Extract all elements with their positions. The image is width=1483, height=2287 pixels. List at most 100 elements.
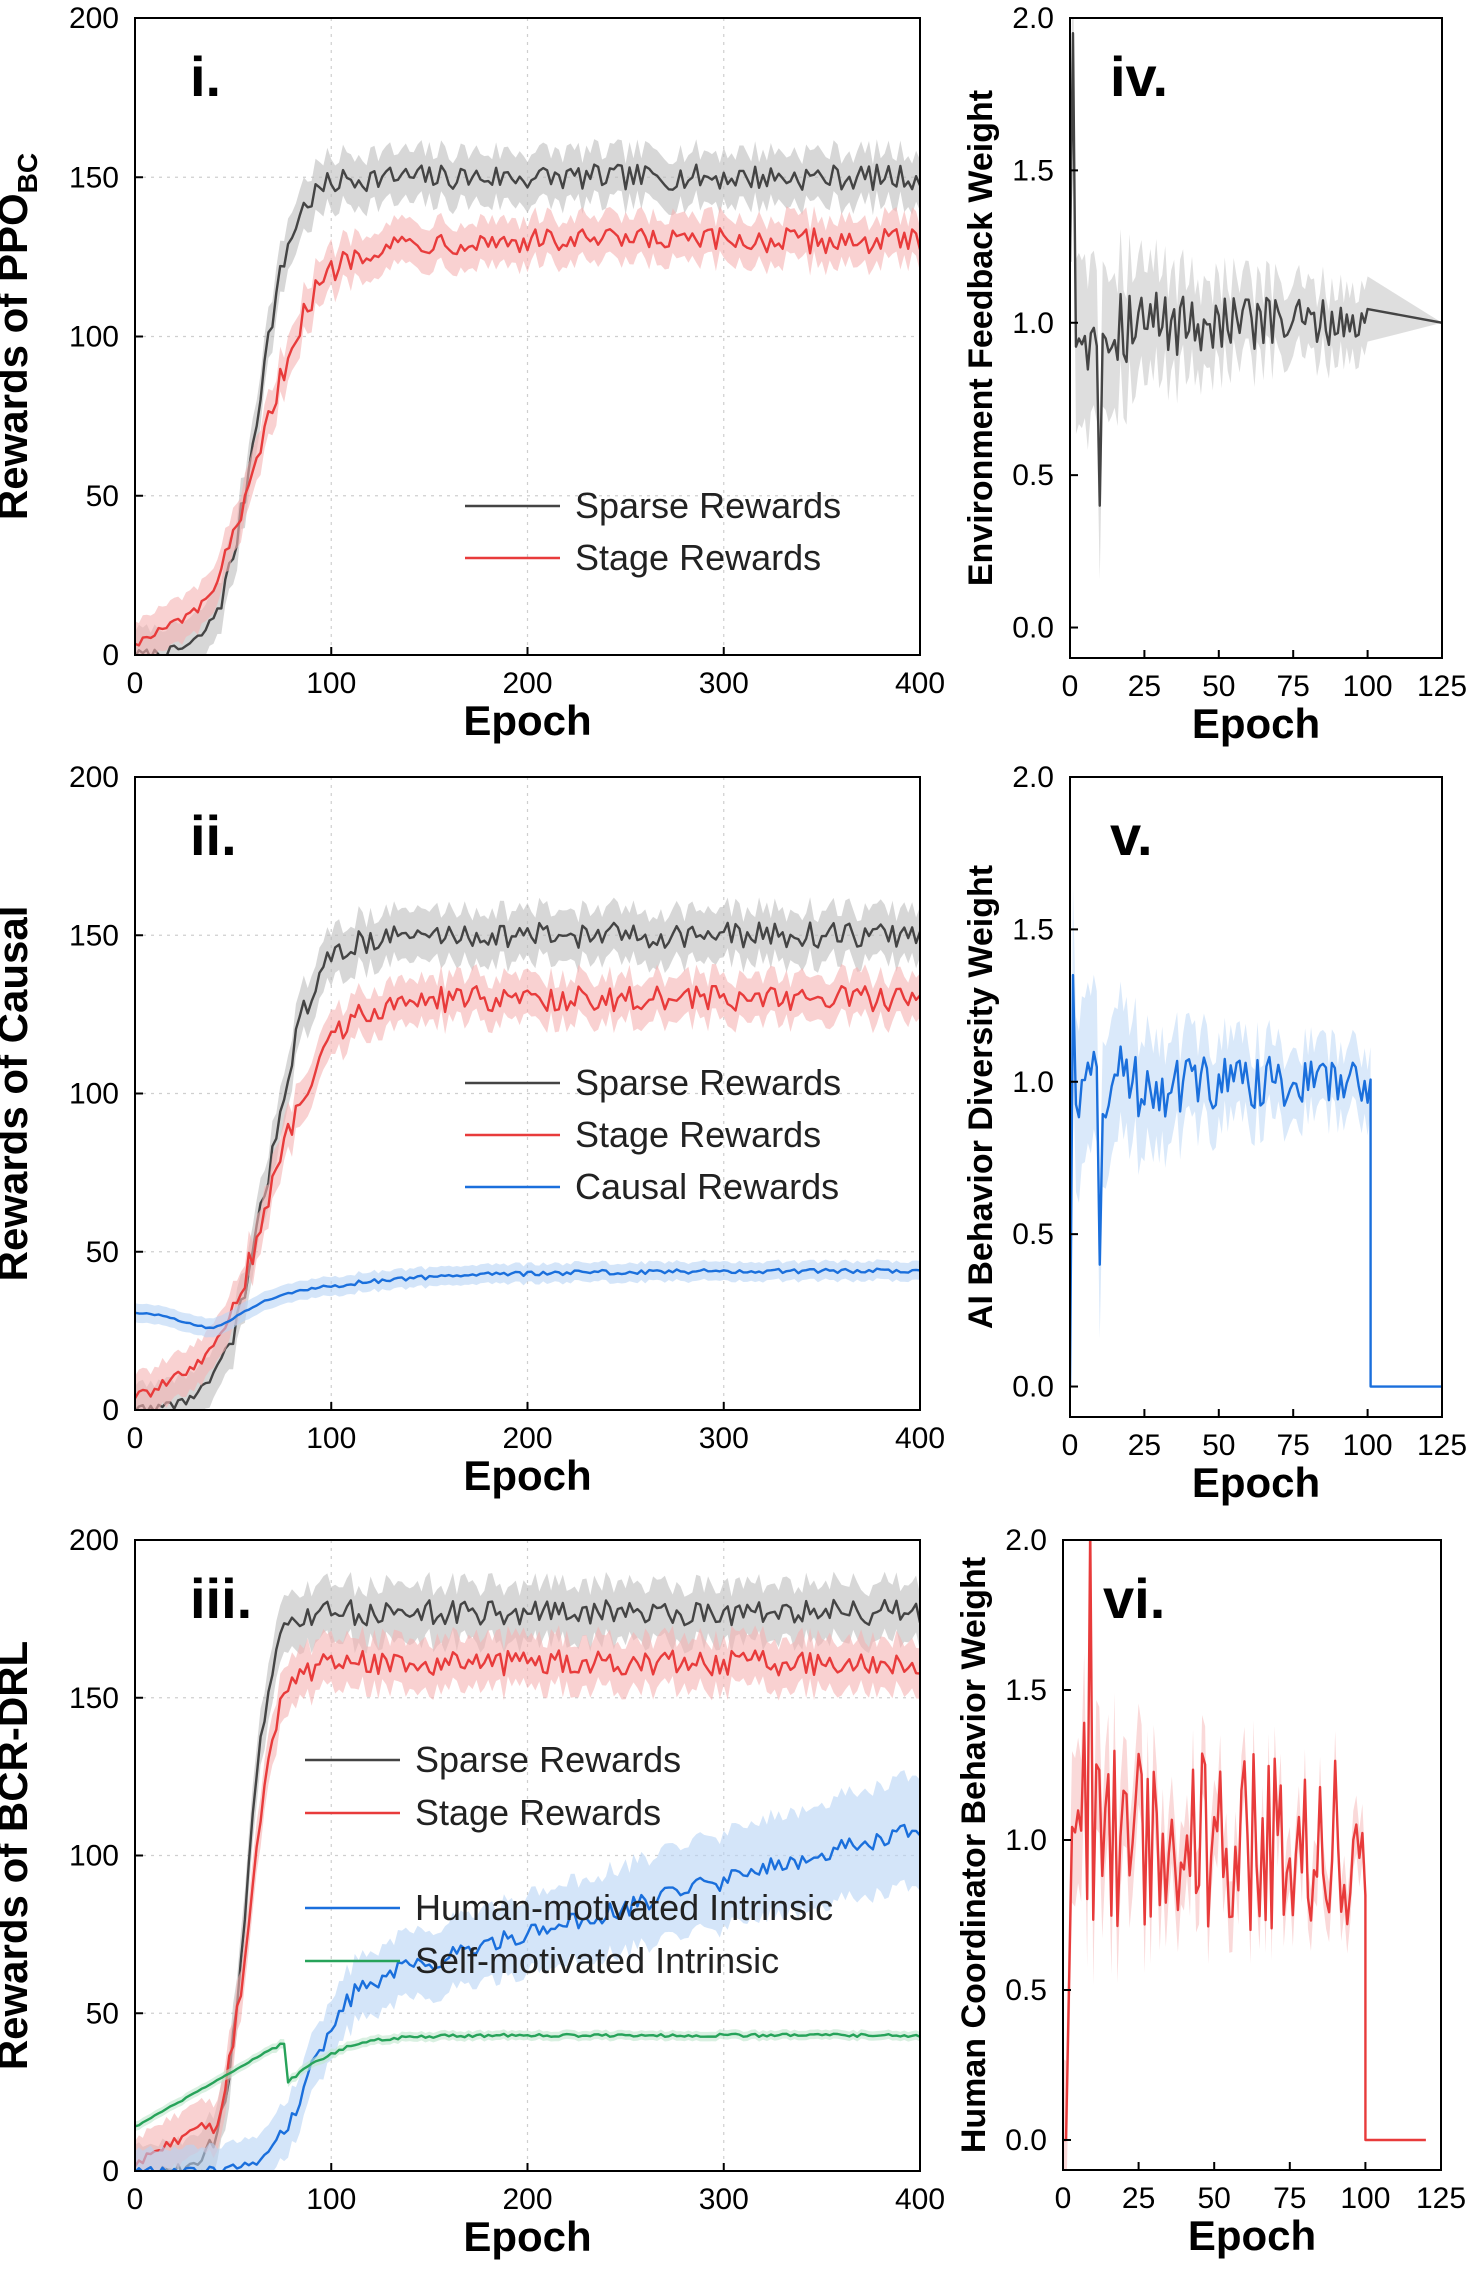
y-tick-label: 200 — [69, 761, 119, 794]
series-line — [135, 163, 920, 655]
x-tick-label: 200 — [502, 667, 552, 700]
x-axis-label: Epoch — [463, 697, 591, 744]
y-tick-label: 2.0 — [1012, 761, 1054, 794]
series-band — [135, 1770, 920, 2171]
series-line — [135, 1267, 920, 1330]
y-tick-label: 100 — [69, 321, 119, 354]
x-tick-label: 125 — [1417, 670, 1467, 703]
x-axis-label: Epoch — [463, 1452, 591, 1499]
y-tick-label: 0.5 — [1005, 1974, 1047, 2007]
x-tick-label: 75 — [1277, 670, 1310, 703]
x-axis-label: Epoch — [1192, 700, 1320, 747]
plot-area — [1070, 18, 1442, 580]
x-tick-label: 100 — [1340, 2182, 1390, 2215]
x-tick-label: 100 — [1343, 1429, 1393, 1462]
y-tick-label: 0 — [102, 2155, 119, 2188]
plot-frame — [1062, 1539, 1442, 2171]
legend-entry: Human-motivated Intrinsic — [415, 1887, 833, 1928]
y-tick-label: 0.0 — [1005, 2124, 1047, 2157]
x-tick-label: 0 — [127, 2183, 144, 2216]
series-line — [1070, 973, 1442, 1388]
y-tick-label: 2.0 — [1012, 2, 1054, 35]
panel-label: i. — [190, 45, 221, 108]
panel-label: v. — [1110, 804, 1153, 867]
panel-label: iv. — [1110, 45, 1168, 108]
legend-entry: Stage Rewards — [415, 1792, 661, 1833]
y-tick-label: 0.0 — [1012, 1371, 1054, 1404]
series-line — [136, 1598, 920, 2171]
x-tick-label: 400 — [895, 2183, 945, 2216]
plot-area — [1063, 1540, 1426, 2170]
y-tick-label: 1.5 — [1012, 913, 1054, 946]
y-tick-label: 100 — [69, 1840, 119, 1873]
series-band — [135, 964, 920, 1410]
x-tick-label: 50 — [1198, 2182, 1231, 2215]
plot-area — [1070, 885, 1442, 1417]
plot-area — [135, 897, 920, 1410]
y-tick-label: 1.0 — [1012, 307, 1054, 340]
panel-label: vi. — [1103, 1567, 1165, 1630]
y-tick-label: 0 — [102, 1394, 119, 1427]
x-tick-label: 100 — [1343, 670, 1393, 703]
x-tick-label: 400 — [895, 667, 945, 700]
legend-entry: Sparse Rewards — [415, 1739, 681, 1780]
legend-entry: Sparse Rewards — [575, 485, 841, 526]
x-tick-label: 300 — [699, 667, 749, 700]
x-tick-label: 50 — [1202, 670, 1235, 703]
x-tick-label: 0 — [1062, 1429, 1079, 1462]
x-tick-label: 0 — [1055, 2182, 1072, 2215]
x-tick-label: 300 — [699, 2183, 749, 2216]
y-tick-label: 1.5 — [1012, 154, 1054, 187]
y-tick-label: 1.0 — [1005, 1824, 1047, 1857]
y-axis-label: Rewards of Causal — [0, 906, 36, 1282]
y-tick-label: 0.5 — [1012, 459, 1054, 492]
x-tick-label: 75 — [1273, 2182, 1306, 2215]
y-tick-label: 0 — [102, 639, 119, 672]
x-axis-label: Epoch — [1192, 1459, 1320, 1506]
series-line — [1063, 1540, 1426, 2142]
y-axis-label: Human Coordinator Behavior Weight — [955, 1557, 993, 2153]
x-tick-label: 50 — [1202, 1429, 1235, 1462]
series-line — [135, 1823, 920, 2171]
x-tick-label: 100 — [306, 1422, 356, 1455]
x-tick-label: 125 — [1416, 2182, 1466, 2215]
x-axis-label: Epoch — [1188, 2212, 1316, 2259]
y-tick-label: 150 — [69, 919, 119, 952]
series-band — [135, 205, 920, 655]
series-line — [135, 984, 920, 1399]
x-tick-label: 200 — [502, 2183, 552, 2216]
x-tick-label: 300 — [699, 1422, 749, 1455]
legend-entry: Sparse Rewards — [575, 1062, 841, 1103]
plot-area — [135, 139, 920, 655]
y-tick-label: 50 — [86, 480, 119, 513]
chart-panel-vi: 0 25 50 75 100 125 0.0 0.5 1.0 1.5 2.0 Epoch Human C… — [955, 1524, 1466, 2259]
x-tick-label: 400 — [895, 1422, 945, 1455]
chart-panel-v: 0 25 50 75 100 125 0.0 0.5 1.0 1.5 2.0 Epoch AI Beha… — [962, 761, 1467, 1506]
legend-entry: Self-motivated Intrinsic — [415, 1940, 779, 1981]
y-axis-label: Environment Feedback Weight — [962, 90, 1000, 586]
y-tick-label: 50 — [86, 1236, 119, 1269]
series-line — [135, 227, 920, 647]
y-tick-label: 100 — [69, 1078, 119, 1111]
x-axis-label: Epoch — [463, 2213, 591, 2260]
series-band — [135, 1259, 920, 1338]
panel-label: ii. — [190, 804, 237, 867]
y-tick-label: 0.5 — [1012, 1218, 1054, 1251]
legend-entry: Causal Rewards — [575, 1166, 839, 1207]
series-band — [135, 1571, 920, 2171]
x-tick-label: 25 — [1128, 670, 1161, 703]
x-tick-label: 200 — [502, 1422, 552, 1455]
x-tick-label: 25 — [1122, 2182, 1155, 2215]
y-axis-label-subscript: BC — [12, 153, 43, 193]
legend-entry: Stage Rewards — [575, 537, 821, 578]
x-tick-label: 0 — [127, 667, 144, 700]
y-axis-label: Rewards of PPOBC — [0, 153, 43, 520]
y-tick-label: 2.0 — [1005, 1524, 1047, 1557]
x-tick-label: 100 — [306, 2183, 356, 2216]
x-tick-label: 125 — [1417, 1429, 1467, 1462]
y-tick-label: 1.0 — [1012, 1066, 1054, 1099]
